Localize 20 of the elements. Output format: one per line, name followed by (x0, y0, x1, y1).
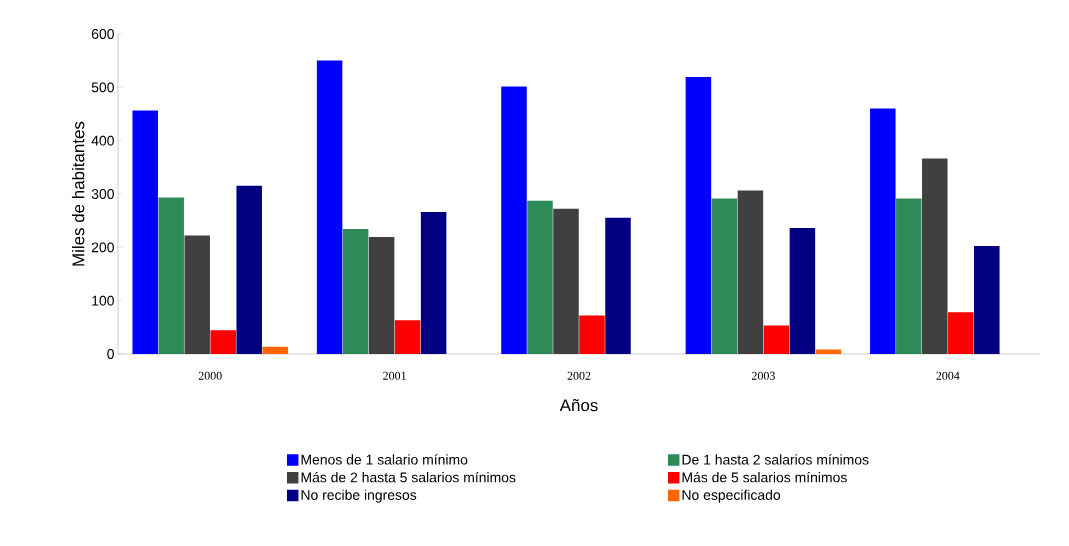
legend-label: De 1 hasta 2 salarios mínimos (682, 454, 869, 465)
y-axis-title: Miles de habitantes (71, 121, 85, 266)
x-axis-title: Años (559, 398, 598, 412)
y-tick-label: 200 (91, 242, 114, 253)
y-tick-label: 300 (91, 189, 114, 199)
y-tick-label: 100 (92, 295, 114, 306)
legend-label: Menos de 1 salario mínimo (301, 454, 468, 465)
legend-label: No recibe ingresos (301, 489, 417, 503)
y-tick-label: 0 (107, 349, 114, 359)
y-tick-label: 500 (91, 82, 114, 93)
legend-label: No especificado (682, 489, 781, 503)
y-tick-label: 400 (91, 135, 114, 146)
x-tick-label: 2001 (383, 371, 406, 380)
x-tick-label: 2002 (567, 371, 591, 380)
y-tick-label: 600 (91, 29, 114, 39)
x-tick-label: 2003 (751, 371, 775, 380)
legend-label: Más de 2 hasta 5 salarios mínimos (301, 471, 516, 483)
legend-label: Más de 5 salarios mínimos (682, 471, 847, 483)
x-tick-label: 2004 (936, 371, 960, 380)
x-tick-label: 2000 (198, 371, 222, 380)
